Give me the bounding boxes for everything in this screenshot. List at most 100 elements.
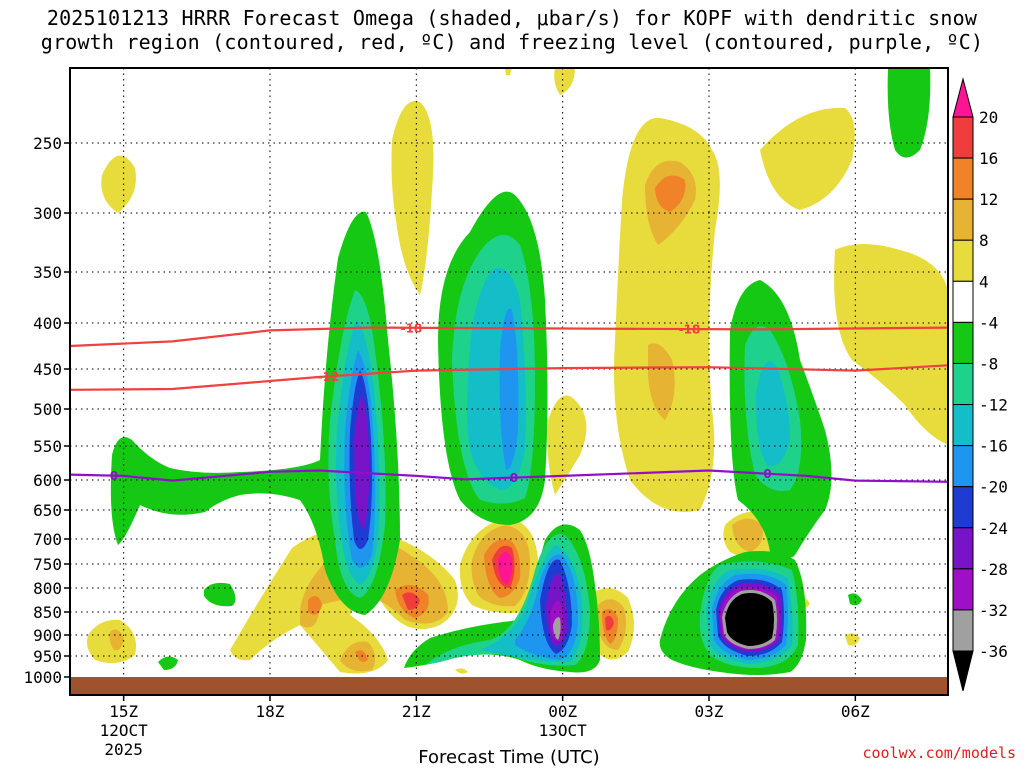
omega-blob <box>402 592 420 610</box>
omega-blob <box>834 244 948 445</box>
omega-blob <box>547 395 587 495</box>
y-tick-label: 400 <box>33 314 62 333</box>
contour-lines: -18 -18 -12 0 0 0 <box>69 321 949 485</box>
omega-blob <box>553 617 561 640</box>
omega-blob <box>648 343 675 420</box>
x-tick-year-label: 2025 <box>104 740 143 759</box>
omega-blob <box>455 668 468 674</box>
colorbar-swatch <box>952 404 974 447</box>
shaded-omega-field <box>86 68 948 675</box>
omega-blob <box>554 68 575 95</box>
y-tick-label: 750 <box>33 555 62 574</box>
contour-label: -18 <box>679 323 701 337</box>
colorbar-label: -20 <box>979 478 1008 497</box>
y-tick-label: 500 <box>33 400 62 419</box>
omega-blob <box>505 68 512 75</box>
omega-blob <box>498 551 513 585</box>
y-tick-label: 950 <box>33 647 62 666</box>
colorbar-swatch <box>952 568 974 611</box>
x-tick-date-label: 13OCT <box>539 721 588 740</box>
x-tick-label: 06Z <box>841 702 870 721</box>
omega-blob <box>354 395 370 530</box>
x-tick-label: 18Z <box>256 702 285 721</box>
contour-label: 0 <box>110 469 118 483</box>
y-tick-label: 700 <box>33 530 62 549</box>
colorbar-bottom-arrow <box>952 650 974 692</box>
colorbar-swatch <box>952 116 974 159</box>
omega-blob <box>887 68 931 158</box>
colorbar-label: -4 <box>979 313 998 332</box>
y-tick-label: 350 <box>33 263 62 282</box>
omega-negative-lt36 <box>725 593 774 646</box>
colorbar-swatch <box>952 280 974 323</box>
y-tick-label: 600 <box>33 471 62 490</box>
chart-title: 2025101213 HRRR Forecast Omega (shaded, … <box>0 6 1024 54</box>
y-tick-label: 850 <box>33 603 62 622</box>
colorbar-swatch <box>952 198 974 241</box>
omega-blob <box>158 656 178 670</box>
colorbar-swatch <box>952 527 974 570</box>
colorbar-label: -16 <box>979 437 1008 456</box>
y-tick-label: 900 <box>33 626 62 645</box>
y-tick-label: 250 <box>33 134 62 153</box>
colorbar-swatch <box>952 239 974 282</box>
title-line-1: 2025101213 HRRR Forecast Omega (shaded, … <box>46 6 978 30</box>
contour-dgz_minus12 <box>69 364 949 391</box>
colorbar-label: 20 <box>979 108 998 127</box>
plot-frame <box>69 67 949 696</box>
omega-blob <box>110 211 400 615</box>
colorbar-label: 16 <box>979 149 998 168</box>
terrain-surface <box>70 677 948 695</box>
omega-blob <box>391 101 434 295</box>
contour-label: -18 <box>401 321 423 335</box>
omega-blob <box>732 518 763 552</box>
omega-blob <box>101 155 136 213</box>
colorbar-top-arrow <box>952 77 974 118</box>
omega-blob <box>845 633 860 646</box>
y-tick-label: 300 <box>33 204 62 223</box>
x-axis-title: Forecast Time (UTC) <box>418 747 599 768</box>
omega-blob <box>308 596 322 615</box>
title-line-2: growth region (contoured, red, ºC) and f… <box>40 30 984 54</box>
x-tick-label: 21Z <box>402 702 431 721</box>
omega-blob <box>204 582 236 607</box>
y-tick-label: 1000 <box>23 668 62 687</box>
y-tick-label: 800 <box>33 579 62 598</box>
omega-blob <box>848 593 862 606</box>
contour-label: 0 <box>763 467 771 481</box>
colorbar-label: -8 <box>979 354 998 373</box>
colorbar-swatch <box>952 362 974 406</box>
colorbar-label: -28 <box>979 560 1008 579</box>
colorbar-label: -36 <box>979 642 1008 661</box>
colorbar-swatch <box>952 157 974 200</box>
colorbar-label: -12 <box>979 396 1008 415</box>
x-tick-label: 00Z <box>548 702 577 721</box>
colorbar-swatch <box>952 445 974 488</box>
contour-label: 0 <box>510 471 518 485</box>
omega-blob <box>655 175 686 212</box>
omega-blob <box>614 117 720 512</box>
contour-label: -12 <box>318 370 340 384</box>
colorbar-swatch <box>952 321 974 364</box>
y-tick-label: 650 <box>33 501 62 520</box>
omega-blob <box>760 107 855 210</box>
omega-blob <box>725 593 774 646</box>
colorbar-swatch <box>952 609 974 652</box>
colorbar-label: -32 <box>979 601 1008 620</box>
colorbar-label: 8 <box>979 231 989 250</box>
x-tick-label: 03Z <box>695 702 724 721</box>
colorbar-label: -24 <box>979 519 1008 538</box>
x-tick-date-label: 12OCT <box>100 721 149 740</box>
contour-dgz_minus18 <box>69 326 949 348</box>
colorbar: 20 16 12 8 4 -4 -8 -12 -16 -20 -24 -28 -32 -36 <box>952 77 1008 692</box>
y-tick-label: 550 <box>33 437 62 456</box>
omega-blob <box>755 361 790 467</box>
colorbar-swatch <box>952 486 974 529</box>
credit-link[interactable]: coolwx.com/models <box>862 744 1016 762</box>
omega-positive-gt20 <box>498 551 513 585</box>
colorbar-label: 12 <box>979 190 998 209</box>
x-tick-label: 15Z <box>109 702 138 721</box>
omega-blob <box>499 308 519 470</box>
